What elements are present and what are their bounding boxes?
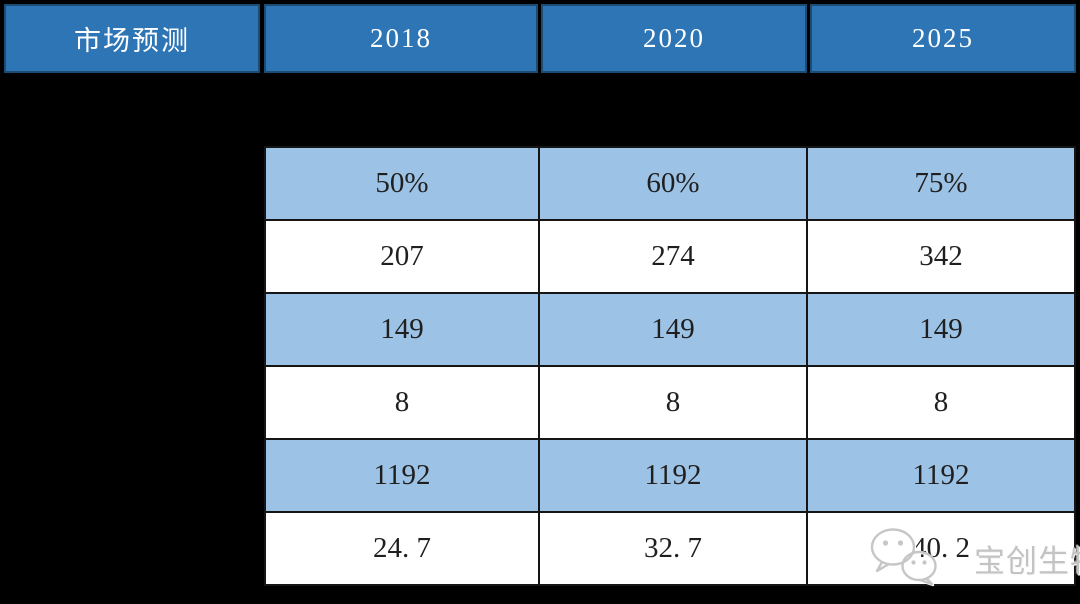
header-cell-title: 市场预测: [4, 4, 260, 73]
cell-r3c0: 8: [266, 367, 538, 438]
cell-r2c2: 149: [808, 294, 1074, 365]
cell-r5c2: 40. 2: [808, 513, 1074, 584]
cell-r1c2: 342: [808, 221, 1074, 292]
header-cell-2018: 2018: [264, 4, 538, 73]
cell-r4c1: 1192: [540, 440, 806, 511]
cell-r1c0: 207: [266, 221, 538, 292]
cell-r1c1: 274: [540, 221, 806, 292]
cell-r2c1: 149: [540, 294, 806, 365]
cell-r5c1: 32. 7: [540, 513, 806, 584]
data-grid: 50% 60% 75% 207 274 342 149 149 149 8 8 …: [264, 146, 1076, 586]
cell-r0c0: 50%: [266, 148, 538, 219]
cell-r0c1: 60%: [540, 148, 806, 219]
cell-r0c2: 75%: [808, 148, 1074, 219]
cell-r3c2: 8: [808, 367, 1074, 438]
cell-r4c2: 1192: [808, 440, 1074, 511]
cell-r2c0: 149: [266, 294, 538, 365]
header-cell-2025: 2025: [810, 4, 1076, 73]
header-cell-2020: 2020: [541, 4, 807, 73]
cell-r3c1: 8: [540, 367, 806, 438]
cell-r5c0: 24. 7: [266, 513, 538, 584]
cell-r4c0: 1192: [266, 440, 538, 511]
